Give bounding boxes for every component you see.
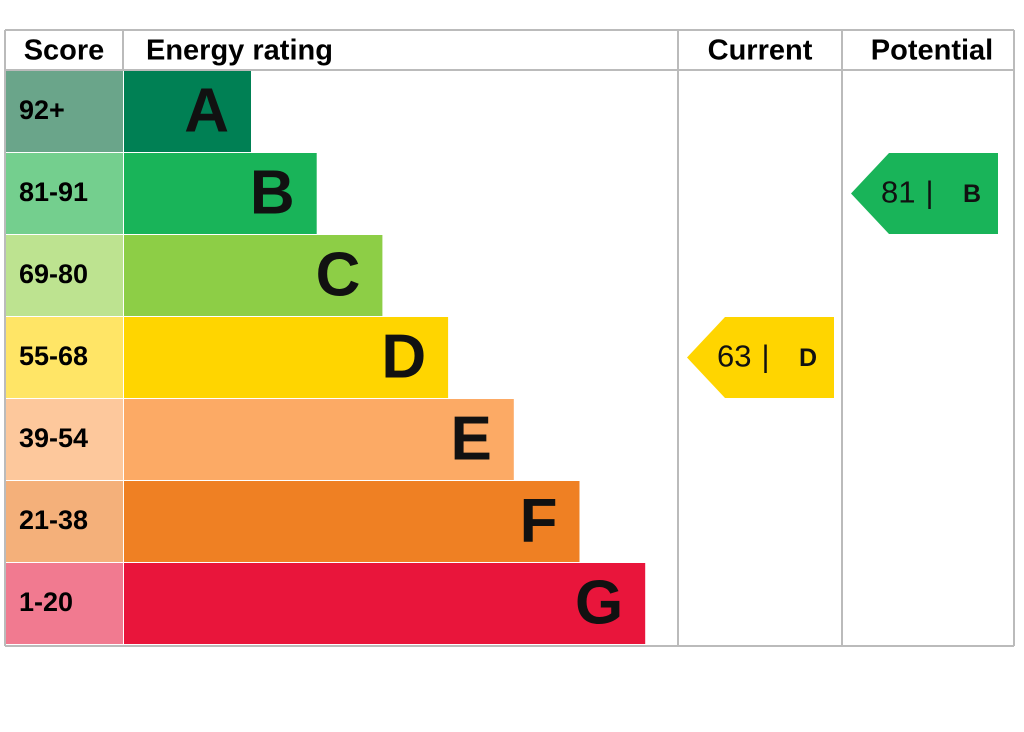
potential-label: 81 | xyxy=(881,175,934,210)
rating-bar xyxy=(124,317,449,398)
score-label: 21-38 xyxy=(19,505,88,535)
rating-bar xyxy=(124,153,317,234)
current-arrow xyxy=(687,317,834,398)
score-cell xyxy=(6,399,123,480)
score-cell xyxy=(6,153,123,234)
header: Current xyxy=(708,35,813,67)
header: Score xyxy=(24,35,105,67)
rating-bar xyxy=(124,481,580,562)
current-value: 63 xyxy=(717,339,751,374)
score-label: 81-91 xyxy=(19,177,88,207)
current-separator: | xyxy=(761,339,769,374)
current-letter: D xyxy=(799,344,817,372)
score-label: 1-20 xyxy=(19,587,73,617)
rating-bar xyxy=(124,71,251,152)
score-cell xyxy=(6,563,123,644)
rating-letter: E xyxy=(450,404,491,473)
score-label: 39-54 xyxy=(19,423,88,453)
header: Energy rating xyxy=(146,35,333,67)
header: Potential xyxy=(871,35,993,67)
potential-value: 81 xyxy=(881,175,915,210)
score-label: 69-80 xyxy=(19,259,88,289)
score-cell xyxy=(6,481,123,562)
rating-letter: G xyxy=(575,568,623,637)
score-label: 92+ xyxy=(19,95,65,125)
rating-letter: A xyxy=(184,76,229,145)
rating-bar xyxy=(124,563,646,644)
score-cell xyxy=(6,235,123,316)
rating-letter: F xyxy=(520,486,558,555)
score-cell xyxy=(6,317,123,398)
current-label: 63 | xyxy=(717,339,770,374)
rating-bar xyxy=(124,235,383,316)
potential-separator: | xyxy=(925,175,933,210)
rating-bar xyxy=(124,399,514,480)
rating-letter: D xyxy=(381,322,426,391)
rating-letter: C xyxy=(316,240,361,309)
rating-letter: B xyxy=(250,158,295,227)
score-cell xyxy=(6,71,123,152)
potential-arrow xyxy=(851,153,998,234)
potential-letter: B xyxy=(963,180,981,208)
score-label: 55-68 xyxy=(19,341,88,371)
